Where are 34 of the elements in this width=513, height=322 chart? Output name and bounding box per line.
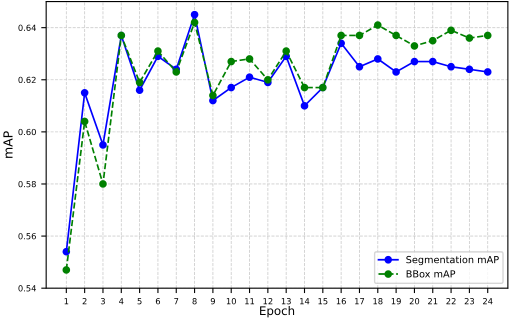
x-tick-label: 23 bbox=[464, 298, 474, 304]
x-axis-title: Epoch bbox=[260, 306, 294, 318]
x-tick-label: 6 bbox=[156, 298, 160, 304]
x-tick-label: 24 bbox=[483, 298, 493, 304]
x-tick-label: 9 bbox=[210, 298, 215, 304]
x-tick-label: 7 bbox=[174, 298, 178, 304]
x-tick-label: 16 bbox=[336, 298, 346, 304]
legend-label: BBox mAP bbox=[406, 270, 456, 278]
x-tick-label: 22 bbox=[446, 298, 456, 304]
x-tick-label: 21 bbox=[428, 298, 438, 304]
x-tick-label: 19 bbox=[392, 298, 401, 304]
x-tick-label: 2 bbox=[82, 298, 86, 304]
x-tick-label: 12 bbox=[263, 298, 272, 304]
x-tick-label: 18 bbox=[373, 298, 383, 304]
y-tick-label: 0.54 bbox=[18, 285, 36, 292]
x-tick-label: 1 bbox=[64, 298, 68, 304]
x-tick-label: 10 bbox=[226, 298, 236, 304]
y-axis-title: mAP bbox=[3, 131, 13, 158]
y-tick-label: 0.56 bbox=[18, 233, 36, 240]
x-tick-label: 8 bbox=[192, 298, 197, 304]
y-tick-label: 0.60 bbox=[18, 128, 36, 136]
x-tick-label: 5 bbox=[138, 298, 142, 304]
x-tick-label: 17 bbox=[355, 298, 364, 304]
x-tick-label: 20 bbox=[410, 298, 420, 304]
legend-label: Segmentation mAP bbox=[406, 256, 499, 266]
x-tick-label: 11 bbox=[245, 298, 254, 304]
x-tick-label: 14 bbox=[300, 298, 310, 304]
x-tick-label: 15 bbox=[318, 298, 328, 304]
x-tick-label: 3 bbox=[100, 298, 105, 304]
x-tick-label: 13 bbox=[282, 298, 291, 304]
x-tick-label: 4 bbox=[119, 298, 124, 304]
y-tick-label: 0.58 bbox=[18, 180, 36, 188]
y-tick-label: 0.62 bbox=[18, 76, 36, 84]
y-tick-label: 0.64 bbox=[18, 24, 36, 31]
